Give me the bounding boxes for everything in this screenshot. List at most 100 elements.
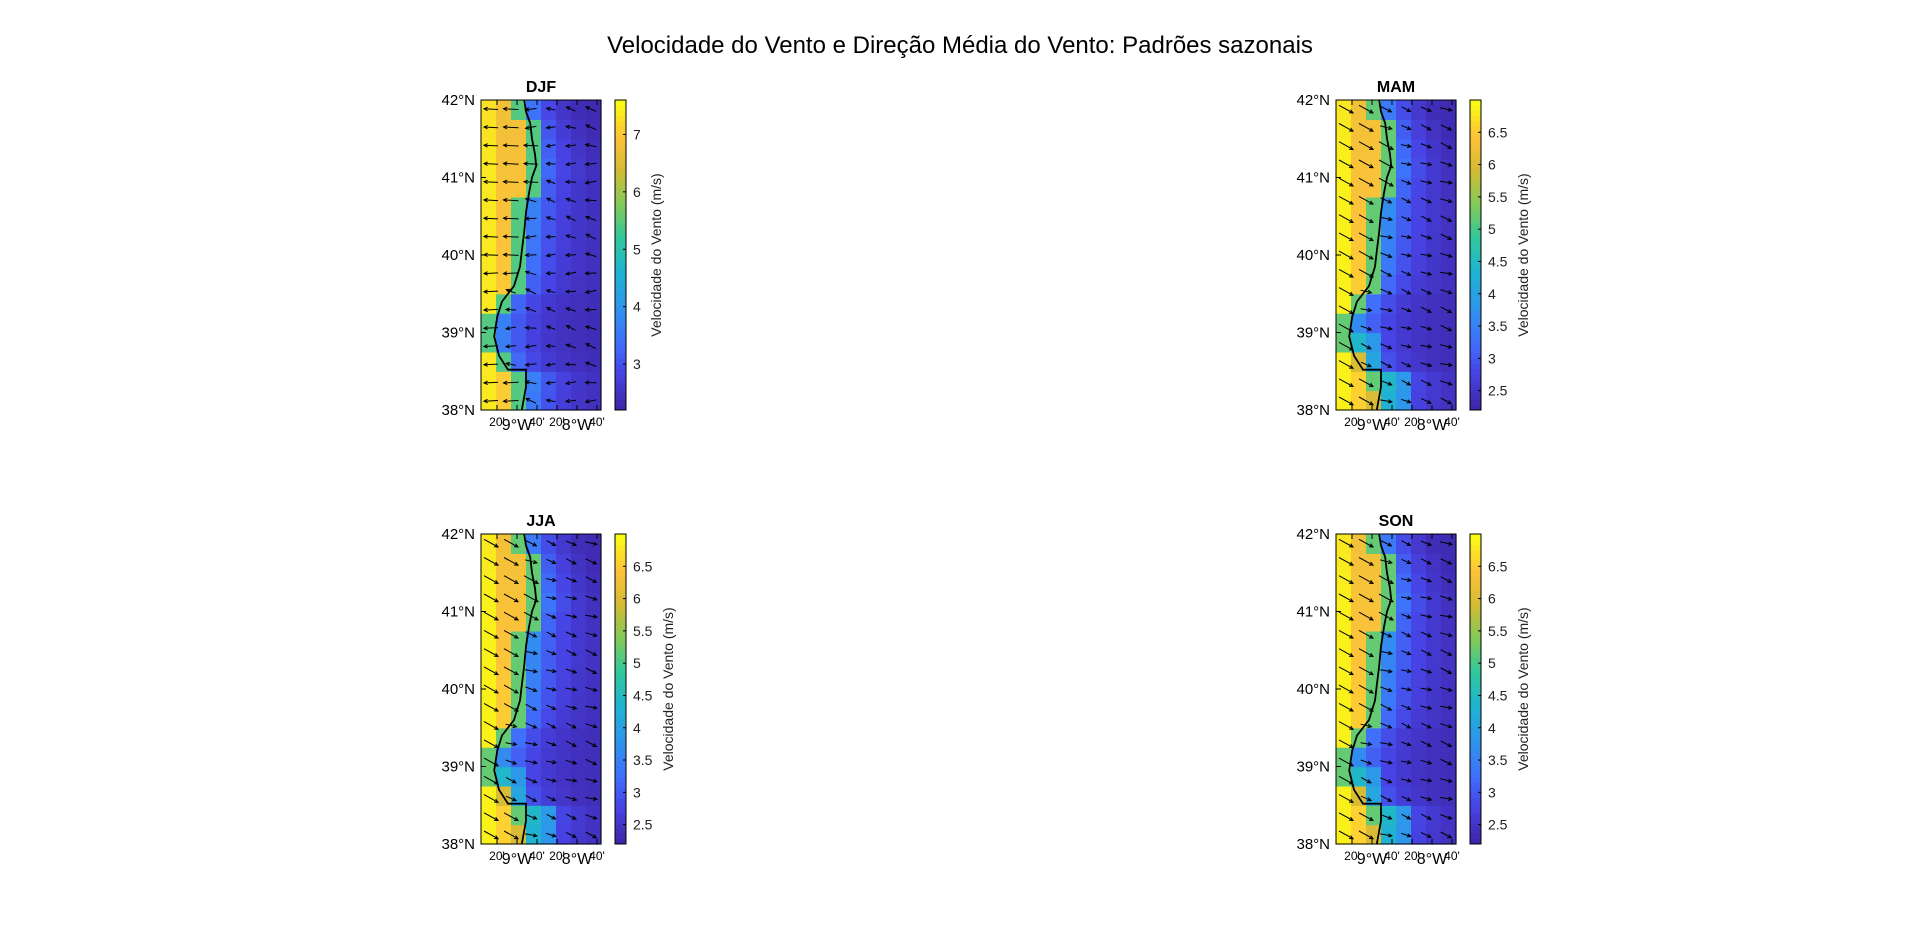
colorbar-segment bbox=[1470, 559, 1481, 566]
wind-arrow bbox=[1358, 575, 1374, 584]
speed-cell bbox=[1441, 274, 1457, 295]
wind-arrow-head bbox=[1348, 689, 1355, 694]
wind-arrow-head bbox=[1427, 705, 1433, 710]
wind-arrow bbox=[1338, 305, 1354, 315]
wind-arrow-head bbox=[482, 380, 488, 386]
wind-arrow bbox=[506, 362, 517, 366]
wind-arrow-head bbox=[502, 252, 508, 257]
wind-arrow-head bbox=[1447, 778, 1453, 783]
wind-arrow bbox=[1380, 308, 1392, 312]
wind-arrow-head bbox=[551, 833, 557, 838]
wind-arrow-head bbox=[1348, 543, 1354, 548]
speed-cell bbox=[1441, 785, 1457, 806]
panel-title: MAM bbox=[1377, 79, 1415, 96]
wind-arrow bbox=[1439, 541, 1453, 545]
wind-arrow bbox=[503, 272, 519, 275]
wind-arrow bbox=[585, 124, 597, 131]
wind-arrow bbox=[1401, 235, 1411, 239]
colorbar-segment bbox=[1470, 296, 1481, 302]
speed-cell bbox=[1351, 630, 1367, 651]
colorbar-segment bbox=[1470, 203, 1481, 209]
speed-cell bbox=[571, 138, 587, 159]
wind-arrow bbox=[483, 830, 499, 840]
wind-arrow bbox=[1401, 741, 1411, 746]
wind-arrow bbox=[503, 684, 519, 694]
colorbar-segment bbox=[615, 683, 626, 690]
speed-cell bbox=[1351, 747, 1367, 768]
colorbar-segment bbox=[615, 632, 626, 638]
wind-arrow bbox=[1358, 195, 1374, 205]
colorbar-segment bbox=[615, 539, 626, 545]
wind-arrow-head bbox=[551, 595, 558, 601]
wind-arrow bbox=[1380, 722, 1392, 729]
wind-arrow bbox=[483, 575, 499, 584]
speed-cell bbox=[526, 351, 542, 372]
colorbar-segment bbox=[1470, 100, 1481, 106]
colorbar-segment bbox=[1470, 399, 1481, 406]
colorbar-segment bbox=[1470, 601, 1481, 607]
wind-arrow bbox=[546, 381, 556, 384]
speed-cell bbox=[496, 553, 512, 574]
wind-arrow-head bbox=[545, 325, 551, 330]
speed-cell bbox=[511, 553, 527, 574]
wind-arrow-head bbox=[592, 796, 599, 801]
colorbar-segment bbox=[615, 198, 626, 204]
wind-arrow-head bbox=[1426, 742, 1432, 747]
wind-arrow bbox=[1401, 398, 1411, 403]
wind-arrow-head bbox=[1427, 107, 1433, 112]
wind-arrow bbox=[585, 199, 597, 202]
speed-cell bbox=[1411, 177, 1427, 198]
wind-arrow-head bbox=[592, 778, 598, 783]
wind-arrow bbox=[503, 126, 519, 129]
colorbar-segment bbox=[1470, 151, 1481, 158]
wind-arrow-head bbox=[1447, 290, 1453, 295]
speed-cell bbox=[541, 313, 557, 334]
speed-cell bbox=[481, 747, 497, 768]
speed-cell bbox=[481, 100, 497, 120]
wind-arrow bbox=[1420, 306, 1432, 313]
speed-cell bbox=[571, 785, 587, 806]
speed-cell bbox=[1426, 689, 1442, 709]
wind-arrow-head bbox=[524, 125, 530, 130]
speed-cell bbox=[526, 313, 542, 334]
speed-cell bbox=[1411, 708, 1427, 729]
colorbar-segment bbox=[615, 311, 626, 318]
wind-arrow-head bbox=[1427, 669, 1433, 674]
wind-arrow bbox=[546, 558, 556, 564]
colorbar-segment bbox=[1470, 668, 1481, 674]
speed-cell bbox=[1351, 766, 1367, 787]
speed-cell bbox=[1396, 351, 1412, 372]
wind-arrow-head bbox=[1387, 687, 1393, 692]
wind-arrow-head bbox=[572, 705, 578, 710]
colorbar-segment bbox=[1470, 720, 1481, 726]
wind-arrow bbox=[1440, 198, 1452, 203]
speed-cell bbox=[1441, 708, 1457, 729]
wind-arrow bbox=[1338, 721, 1354, 730]
colorbar-segment bbox=[615, 807, 626, 814]
speed-cell bbox=[496, 805, 512, 826]
speed-cell bbox=[1426, 216, 1442, 237]
wind-arrow bbox=[1338, 159, 1354, 169]
colorbar-segment bbox=[1470, 187, 1481, 194]
speed-cell bbox=[1351, 255, 1367, 275]
wind-arrow bbox=[503, 812, 519, 821]
wind-arrow-head bbox=[1367, 760, 1373, 765]
speed-cell bbox=[586, 611, 602, 632]
wind-arrow-head bbox=[532, 724, 538, 729]
wind-arrow-head bbox=[584, 143, 590, 148]
speed-cell bbox=[526, 824, 542, 845]
wind-arrow bbox=[1440, 667, 1452, 674]
colorbar-segment bbox=[1470, 802, 1481, 809]
wind-arrow bbox=[1338, 214, 1354, 223]
colorbar-segment bbox=[615, 823, 626, 829]
colorbar-segment bbox=[1470, 745, 1481, 752]
colorbar-segment bbox=[615, 136, 626, 142]
lon-tick-label: 9°W bbox=[502, 851, 533, 868]
colorbar-segment bbox=[1470, 306, 1481, 313]
speed-cell bbox=[571, 274, 587, 295]
speed-cell bbox=[1351, 553, 1367, 574]
wind-arrow bbox=[525, 722, 537, 729]
wind-arrow bbox=[1401, 540, 1411, 546]
speed-cell bbox=[571, 669, 587, 690]
wind-arrow-head bbox=[592, 834, 598, 839]
